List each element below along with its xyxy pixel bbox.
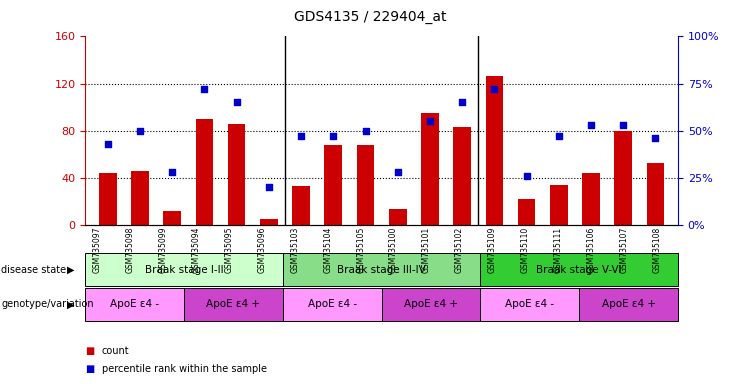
Point (553, 133, 565, 139)
Bar (518, 199, 536, 225)
Text: count: count (102, 346, 129, 356)
Text: GSM735104: GSM735104 (323, 227, 332, 273)
Bar (453, 127, 471, 225)
Bar (292, 186, 310, 225)
Text: GSM735097: GSM735097 (93, 227, 102, 273)
Text: Braak stage III-IV: Braak stage III-IV (337, 265, 426, 275)
Text: GSM735103: GSM735103 (290, 227, 299, 273)
Point (102, 141, 113, 147)
Text: Braak stage V-VI: Braak stage V-VI (536, 265, 622, 275)
Text: GSM735108: GSM735108 (653, 227, 662, 273)
Text: ■: ■ (85, 364, 94, 374)
Point (134, 127, 146, 134)
Bar (227, 124, 245, 225)
Bar (421, 113, 439, 225)
Text: GSM735102: GSM735102 (455, 227, 464, 273)
Point (456, 99, 468, 106)
Text: GSM735101: GSM735101 (422, 227, 431, 273)
Text: GSM735106: GSM735106 (587, 227, 596, 273)
Text: genotype/variation: genotype/variation (1, 299, 94, 310)
Text: ApoE ε4 +: ApoE ε4 + (207, 299, 260, 310)
Bar (356, 145, 374, 225)
Point (488, 86, 500, 92)
Text: GSM735111: GSM735111 (554, 227, 562, 273)
Text: GSM735109: GSM735109 (488, 227, 497, 273)
Text: ApoE ε4 -: ApoE ε4 - (505, 299, 554, 310)
Text: GSM735096: GSM735096 (257, 227, 266, 273)
Text: GSM735110: GSM735110 (521, 227, 530, 273)
Bar (131, 170, 149, 225)
Point (650, 135, 662, 141)
Text: ApoE ε4 +: ApoE ε4 + (602, 299, 656, 310)
Text: ▶: ▶ (67, 265, 74, 275)
Bar (647, 164, 665, 225)
Text: GSM735100: GSM735100 (389, 227, 398, 273)
Text: percentile rank within the sample: percentile rank within the sample (102, 364, 267, 374)
Text: ApoE ε4 -: ApoE ε4 - (110, 299, 159, 310)
Point (585, 122, 597, 128)
Point (199, 86, 210, 92)
Point (521, 173, 533, 179)
Point (328, 133, 339, 139)
Text: GSM735095: GSM735095 (225, 227, 233, 273)
Text: ApoE ε4 +: ApoE ε4 + (404, 299, 458, 310)
Text: GDS4135 / 229404_at: GDS4135 / 229404_at (294, 10, 447, 23)
Bar (582, 173, 600, 225)
Point (263, 184, 275, 190)
Point (359, 127, 371, 134)
Bar (260, 219, 278, 225)
Text: GSM735099: GSM735099 (159, 227, 167, 273)
Text: GSM735098: GSM735098 (126, 227, 135, 273)
Bar (389, 209, 407, 225)
Point (424, 118, 436, 124)
Point (392, 169, 404, 175)
Bar (99, 173, 116, 225)
Bar (196, 119, 213, 225)
Point (295, 133, 307, 139)
Bar (325, 145, 342, 225)
Bar (550, 185, 568, 225)
Text: disease state: disease state (1, 265, 67, 275)
Text: Braak stage I-II: Braak stage I-II (144, 265, 223, 275)
Text: GSM735107: GSM735107 (619, 227, 628, 273)
Text: ■: ■ (85, 346, 94, 356)
Text: ▶: ▶ (67, 299, 74, 310)
Text: ApoE ε4 -: ApoE ε4 - (308, 299, 356, 310)
Bar (485, 76, 503, 225)
Text: GSM735105: GSM735105 (356, 227, 365, 273)
Point (166, 169, 178, 175)
Text: GSM735094: GSM735094 (191, 227, 201, 273)
Point (230, 99, 242, 106)
Bar (614, 131, 632, 225)
Point (617, 122, 629, 128)
Bar (163, 210, 181, 225)
